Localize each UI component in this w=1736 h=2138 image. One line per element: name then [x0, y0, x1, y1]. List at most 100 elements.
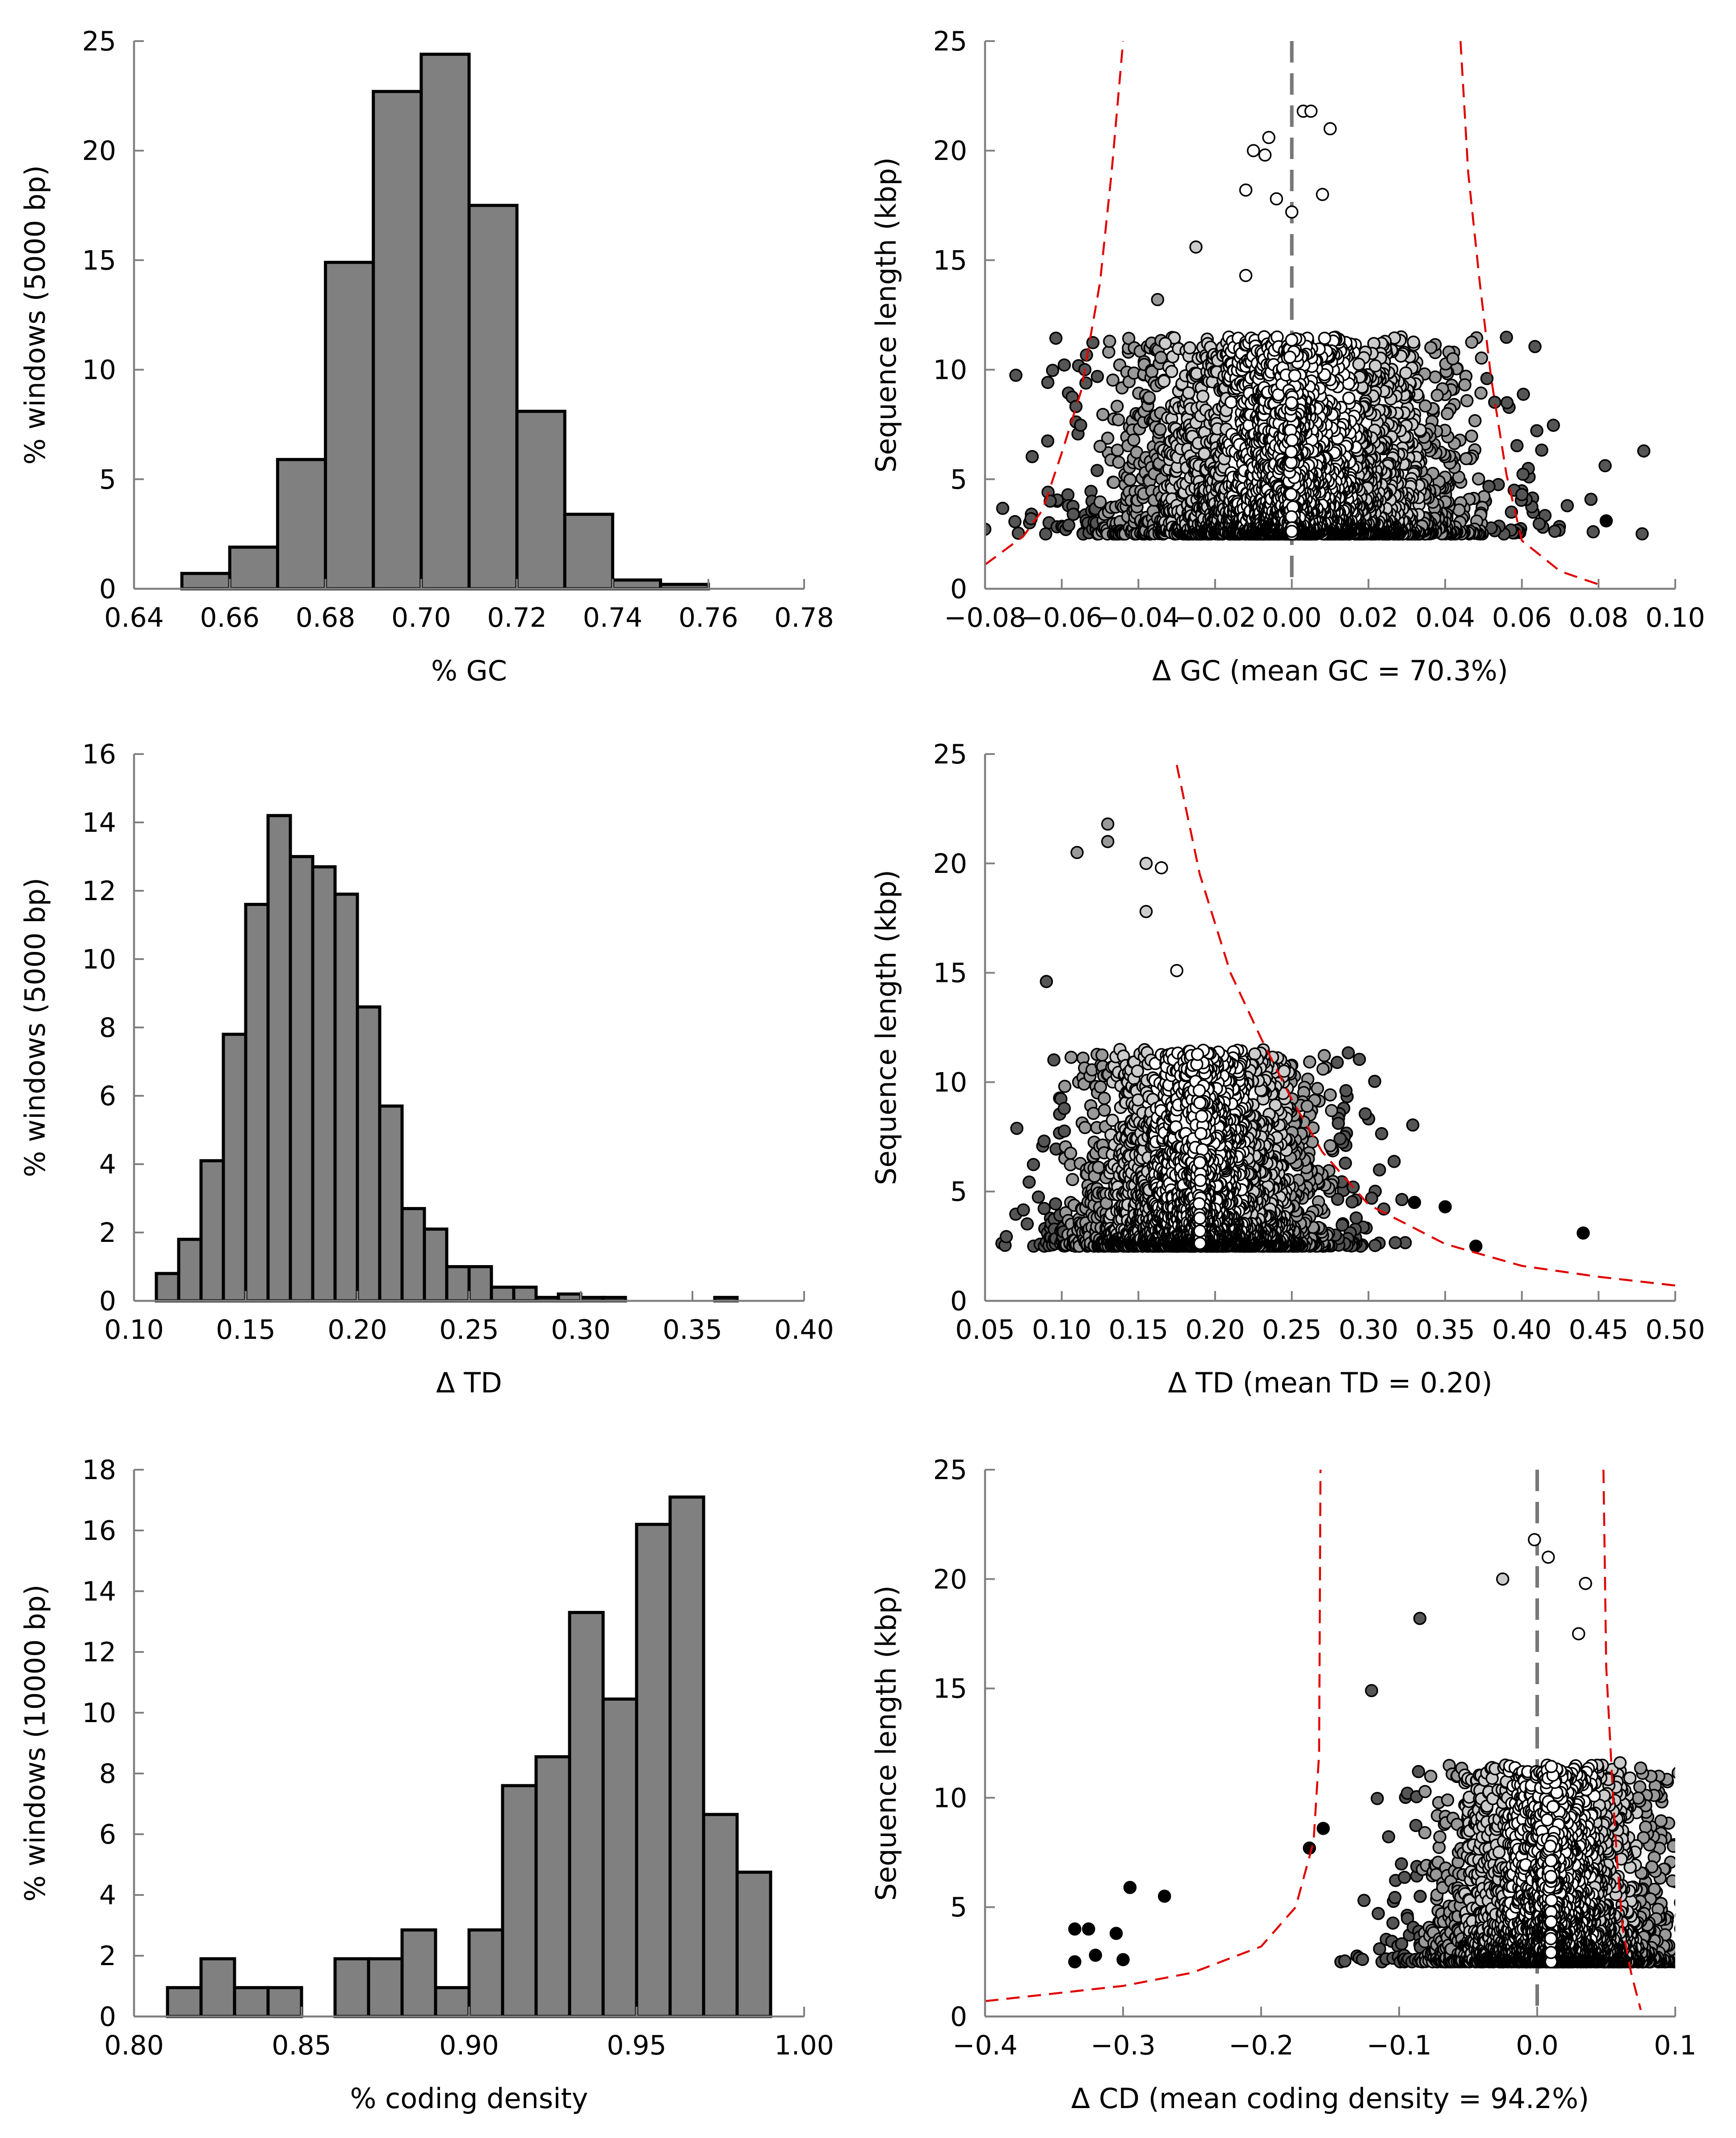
x-tick-label: 0.04	[1415, 602, 1475, 633]
data-point	[1093, 440, 1107, 453]
data-point	[1303, 1055, 1317, 1069]
data-point	[1285, 433, 1299, 447]
data-point	[1224, 395, 1238, 409]
data-point	[1153, 423, 1167, 436]
gc-scatter: −0.08−0.06−0.04−0.02 0.00 0.02 0.04 0.06 0.08…	[870, 26, 1705, 687]
y-tick-label: 6	[99, 1081, 116, 1112]
data-point	[1096, 408, 1110, 421]
data-point	[1288, 369, 1302, 382]
data-point	[1430, 389, 1444, 402]
data-point	[1183, 341, 1196, 355]
data-point	[1111, 413, 1125, 427]
data-point	[1285, 396, 1298, 410]
x-axis-label: Δ TD	[436, 1367, 502, 1399]
histogram-bar	[490, 1285, 516, 1303]
data-point	[1061, 488, 1075, 502]
data-point	[1368, 359, 1382, 373]
data-point	[1316, 188, 1329, 201]
x-tick-label: 0.66	[200, 602, 260, 633]
x-tick-label: 0.25	[439, 1314, 499, 1346]
data-point	[1285, 333, 1299, 347]
data-point	[1066, 1173, 1079, 1186]
y-tick-label: 15	[82, 245, 116, 276]
data-point	[940, 405, 952, 417]
data-point	[1039, 527, 1053, 541]
data-point	[1560, 499, 1574, 512]
x-tick-label: 0.76	[679, 602, 738, 633]
histogram-bar	[324, 260, 375, 591]
data-point	[1599, 514, 1613, 528]
data-point	[1098, 1103, 1111, 1117]
data-point	[1480, 372, 1494, 386]
histogram-bar	[611, 578, 663, 591]
x-tick-label: 0.08	[1569, 602, 1629, 633]
data-point	[1323, 1088, 1337, 1102]
data-point	[1127, 433, 1141, 447]
data-point	[1078, 1121, 1092, 1134]
data-point	[1069, 400, 1083, 413]
y-tick-label: 15	[933, 245, 967, 276]
data-point	[1020, 1217, 1034, 1231]
data-point	[1023, 1175, 1036, 1189]
data-point	[1368, 1239, 1382, 1252]
data-point	[1284, 445, 1298, 459]
data-point	[1239, 268, 1253, 282]
data-point	[1086, 336, 1100, 349]
data-point	[1151, 293, 1164, 306]
data-point	[1424, 341, 1438, 354]
histogram-bar	[400, 1207, 426, 1303]
data-point	[1189, 240, 1203, 254]
x-tick-label: 0.10	[104, 1314, 164, 1346]
data-point	[1500, 331, 1513, 344]
data-point	[1285, 205, 1299, 219]
histogram-bar	[199, 1159, 225, 1303]
data-point	[1248, 1047, 1262, 1061]
data-point	[1017, 1203, 1030, 1217]
y-tick-label: 0	[950, 574, 967, 605]
x-tick-label: 0.06	[1492, 602, 1552, 633]
data-point	[1515, 488, 1529, 501]
data-point	[1041, 376, 1055, 389]
data-point	[1057, 1124, 1071, 1138]
y-tick-label: 0	[99, 574, 116, 605]
data-point	[1325, 1104, 1338, 1117]
data-point	[1123, 473, 1137, 486]
data-point	[1317, 1049, 1331, 1062]
data-point	[1270, 192, 1283, 205]
data-point	[1373, 1163, 1386, 1177]
histogram-bar	[155, 1272, 180, 1303]
data-point	[1465, 335, 1479, 349]
data-point	[1131, 1064, 1145, 1078]
histogram-bar	[244, 903, 270, 1303]
data-point	[1353, 1052, 1366, 1066]
data-point	[1598, 459, 1612, 473]
data-point	[1446, 352, 1459, 365]
data-point	[1517, 387, 1530, 401]
histogram-bar	[372, 90, 423, 591]
data-point	[1258, 148, 1272, 162]
x-axis-label: Δ GC (mean GC = 70.3%)	[1152, 654, 1508, 687]
data-point	[1406, 1118, 1420, 1132]
data-point	[1011, 526, 1025, 540]
data-point	[985, 522, 992, 536]
data-point	[1637, 444, 1651, 458]
data-point	[1009, 369, 1023, 382]
data-point	[1338, 1157, 1352, 1170]
histogram-bar	[356, 1005, 382, 1303]
x-tick-label: 0.35	[663, 1314, 722, 1346]
data-point	[1049, 331, 1063, 345]
y-tick-label: 4	[99, 1149, 116, 1180]
data-point	[1262, 131, 1275, 144]
x-tick-label: 0.10	[1645, 602, 1705, 633]
y-tick-label: 10	[82, 355, 116, 386]
data-point	[1074, 419, 1087, 432]
data-point	[1285, 524, 1299, 538]
data-point	[1283, 350, 1297, 364]
data-point	[1064, 1051, 1078, 1064]
data-point	[1505, 505, 1518, 519]
y-axis-label: Sequence length (kbp)	[870, 157, 902, 473]
data-point	[1359, 1107, 1372, 1121]
data-point	[1062, 518, 1076, 532]
td-scatter: 0.05 0.10 0.15 0.20 0.25 0.30 0.35 0.40 0.45 0.50…	[870, 739, 1705, 1399]
